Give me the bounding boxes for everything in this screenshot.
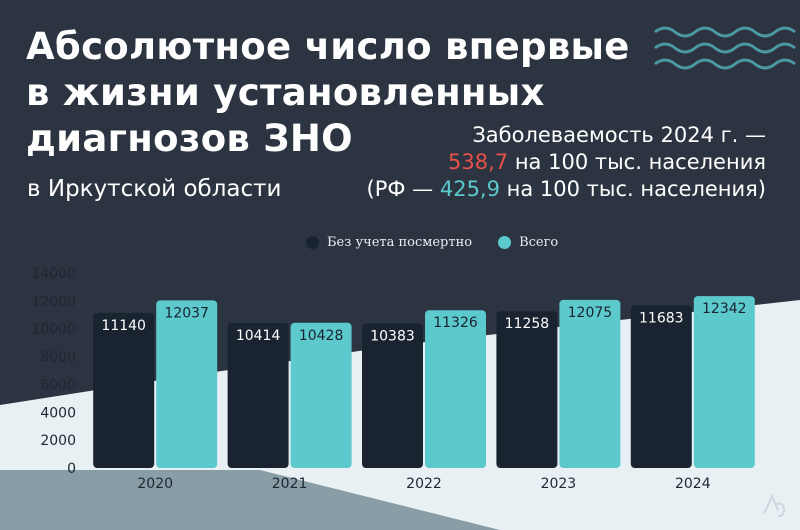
incidence-line-3-rest: на 100 тыс. населения) <box>499 177 766 201</box>
x-tick-label: 2022 <box>406 476 442 492</box>
bar-teal <box>425 310 486 468</box>
y-tick-label: 14000 <box>31 266 76 282</box>
y-tick-label: 6000 <box>40 377 76 393</box>
title-line-2: в жизни установленных <box>26 71 545 114</box>
data-label: 10428 <box>299 328 344 344</box>
incidence-line-2: 538,7 на 100 тыс. населения <box>367 149 766 176</box>
data-label: 10414 <box>236 328 281 344</box>
y-tick-label: 0 <box>67 461 76 477</box>
data-label: 12037 <box>164 305 209 321</box>
bar-dark <box>496 311 558 468</box>
data-label: 11326 <box>433 315 478 331</box>
bar-teal <box>559 299 621 468</box>
data-label: 12075 <box>568 305 613 321</box>
title-line-3: диагнозов ЗНО <box>26 117 353 160</box>
x-tick-label: 2024 <box>675 476 711 492</box>
wave-decoration <box>654 26 796 70</box>
lines-logo-icon <box>760 490 790 525</box>
data-label: 11258 <box>505 316 550 332</box>
legend-item-dark: Без учета посмертно <box>306 235 472 250</box>
bar-dark <box>362 323 423 468</box>
incidence-line-1: Заболеваемость 2024 г. — <box>472 123 766 147</box>
incidence-line-3: (РФ — 425,9 на 100 тыс. населения) <box>367 176 766 203</box>
x-tick-label: 2021 <box>272 476 308 492</box>
bar-teal <box>290 322 352 468</box>
incidence-region-value: 538,7 <box>448 150 509 174</box>
incidence-line-3-start: (РФ — <box>366 177 440 201</box>
bar-dark <box>630 305 692 468</box>
y-tick-label: 2000 <box>40 433 76 449</box>
x-tick-label: 2023 <box>541 476 577 492</box>
legend-label-dark: Без учета посмертно <box>327 235 473 250</box>
legend-label-teal: Всего <box>519 235 559 250</box>
y-tick-label: 8000 <box>40 350 76 366</box>
incidence-rf-value: 425,9 <box>439 177 500 201</box>
title-line-1: Абсолютное число впервые <box>26 25 630 68</box>
data-label: 10383 <box>370 328 415 344</box>
x-tick-label: 2020 <box>137 476 173 492</box>
data-label: 12342 <box>702 301 747 317</box>
y-tick-label: 10000 <box>31 322 76 338</box>
page-title: Абсолютное число впервые в жизни установ… <box>26 24 630 162</box>
y-tick-label: 12000 <box>31 294 76 310</box>
region-subtitle: в Иркутской области <box>27 176 282 202</box>
data-label: 11140 <box>101 318 146 334</box>
bar-dark <box>227 322 289 468</box>
bar-teal <box>693 296 755 468</box>
incidence-info: Заболеваемость 2024 г. — 538,7 на 100 ты… <box>367 122 766 203</box>
y-tick-label: 4000 <box>40 405 76 421</box>
bar-teal <box>156 300 218 468</box>
legend-swatch-dark <box>306 236 319 249</box>
bar-dark <box>93 312 155 468</box>
data-label: 11683 <box>639 310 684 326</box>
chart-legend: Без учета посмертно Всего <box>306 235 558 250</box>
legend-item-teal: Всего <box>498 235 558 250</box>
legend-swatch-teal <box>498 236 512 249</box>
incidence-line-2-rest: на 100 тыс. населения <box>508 150 766 174</box>
